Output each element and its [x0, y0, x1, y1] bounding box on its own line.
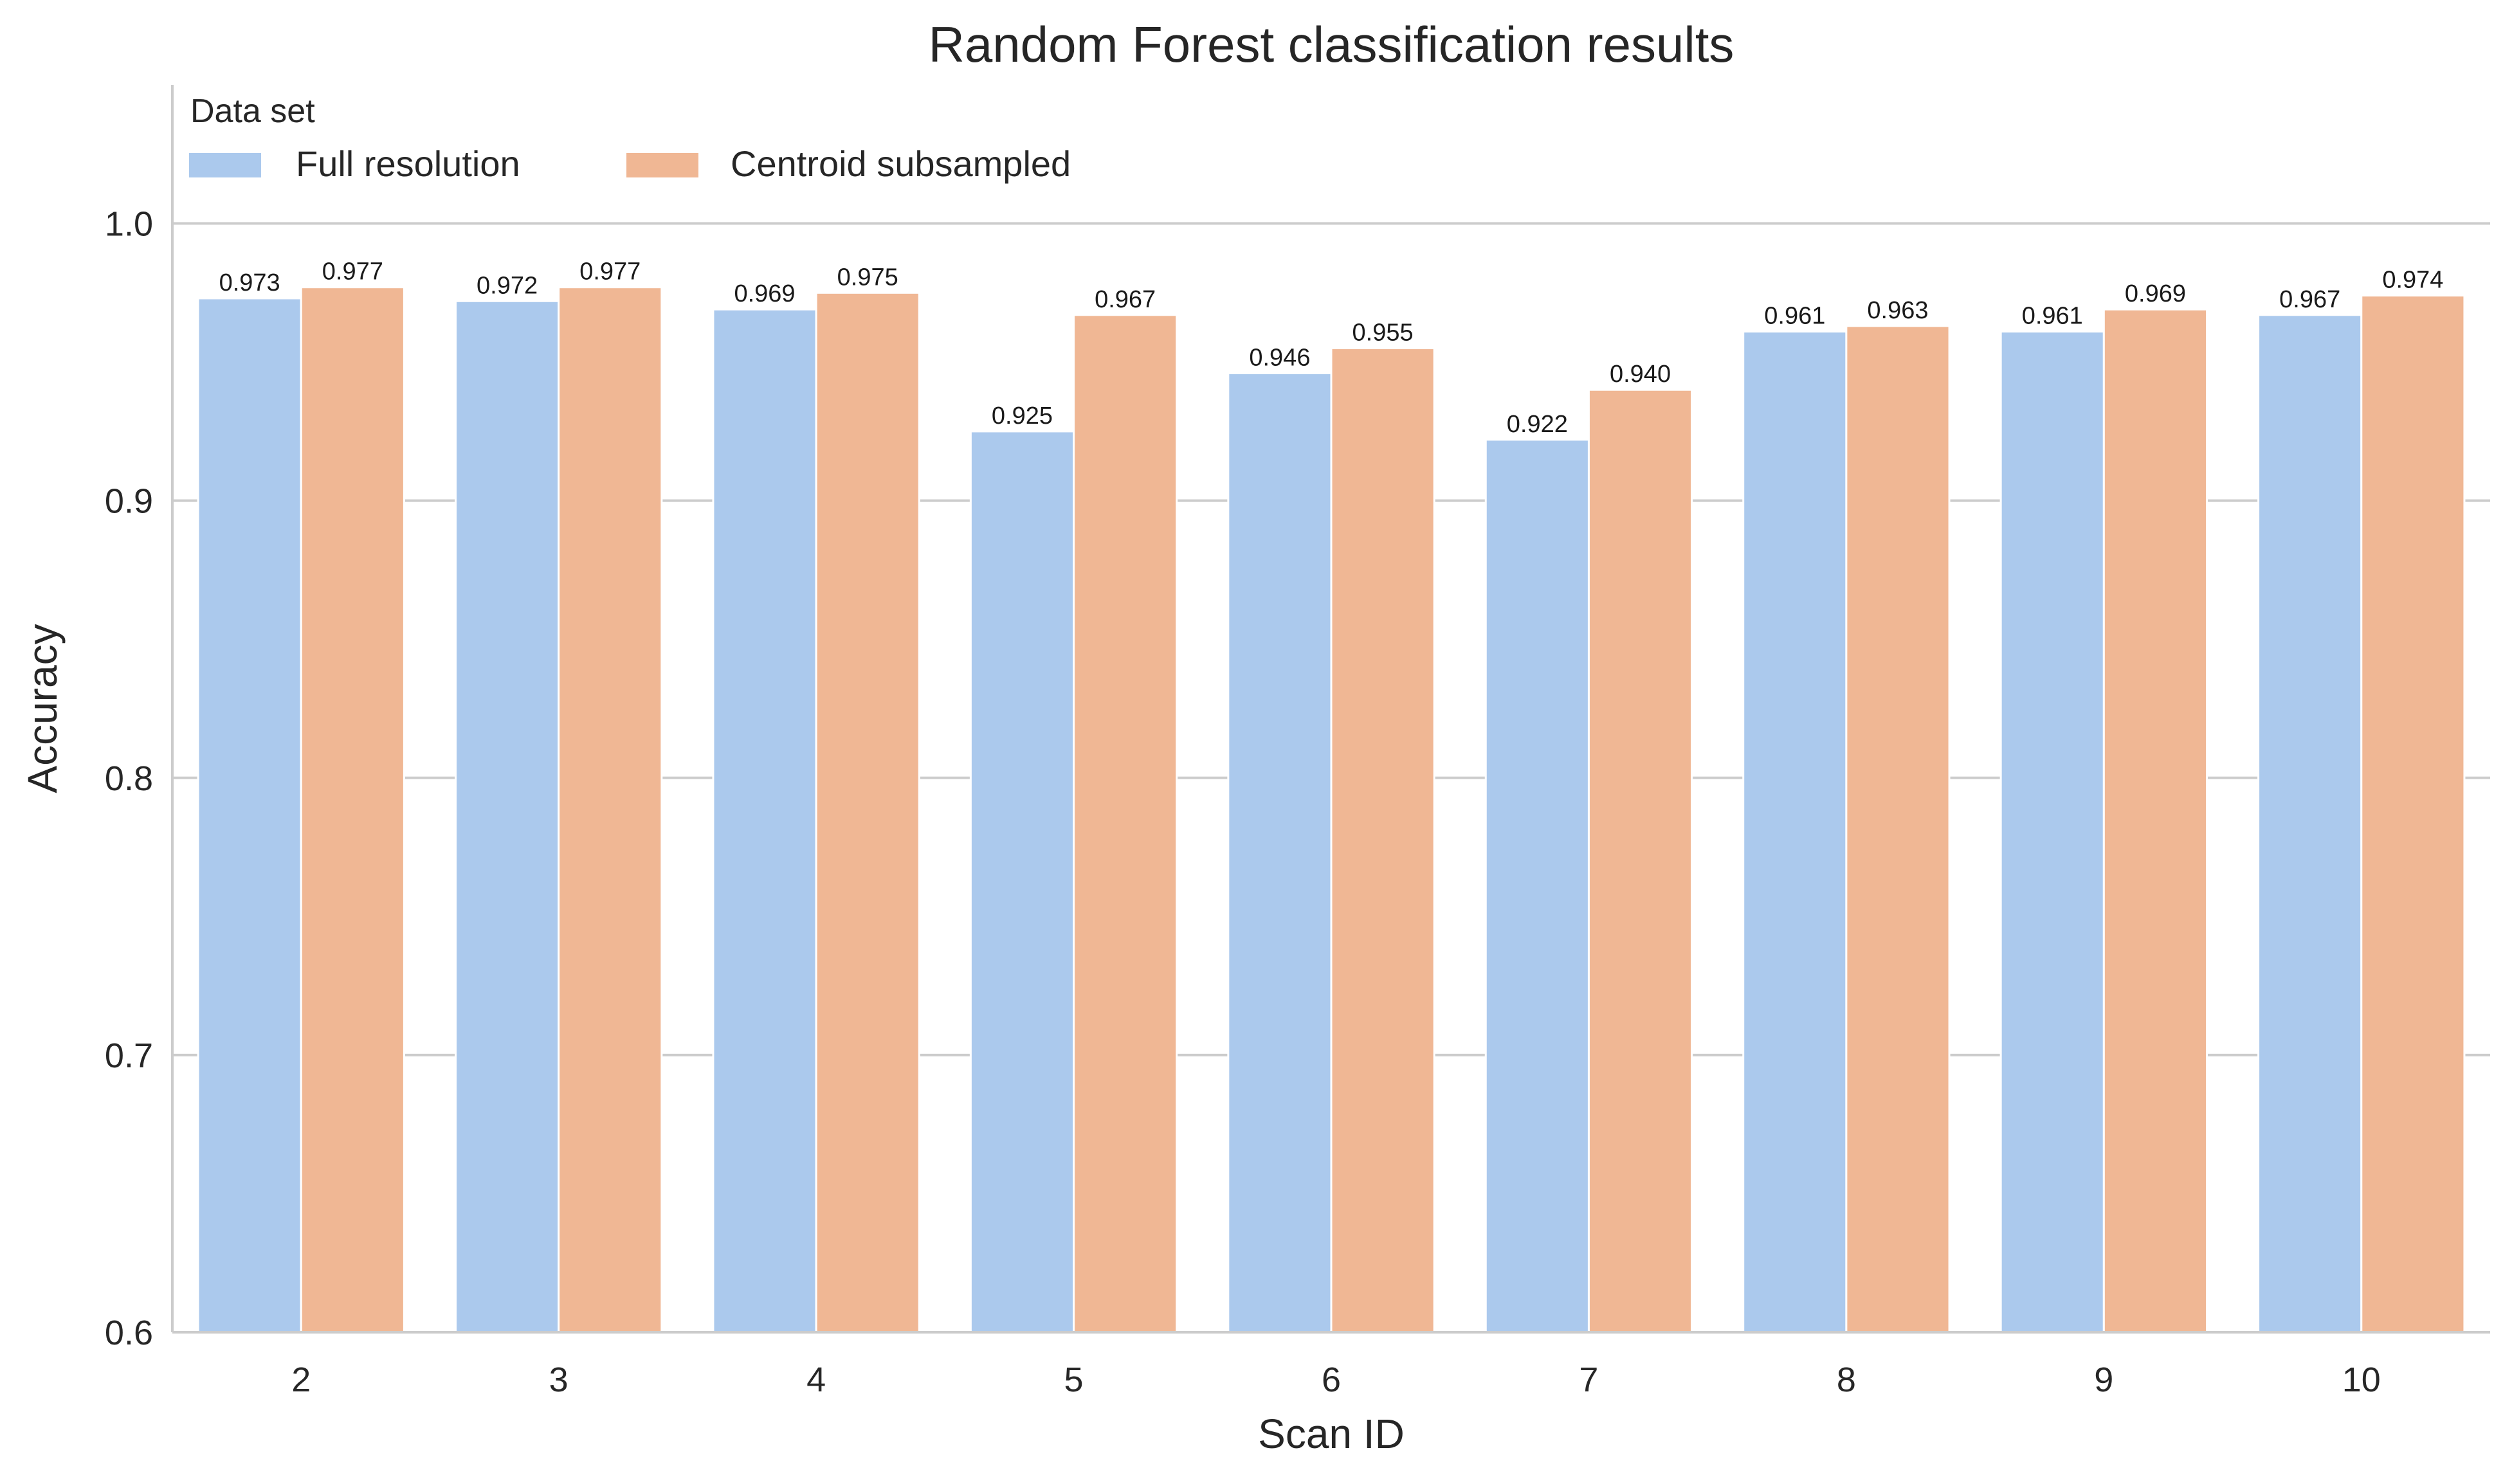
bar-value-label: 0.974	[2382, 267, 2443, 294]
y-axis-label: Accuracy	[19, 624, 66, 793]
x-tick-label: 6	[1322, 1361, 1341, 1399]
bar	[1999, 330, 2105, 1334]
bar-value-label: 0.967	[2279, 286, 2340, 313]
bar	[2257, 314, 2363, 1334]
axes	[171, 85, 2490, 1334]
bar	[1742, 330, 1848, 1334]
x-axis-label: Scan ID	[1258, 1411, 1405, 1457]
bar	[815, 291, 920, 1334]
bar-value-label: 0.977	[579, 258, 641, 285]
bar-value-label: 0.961	[2022, 303, 2083, 330]
legend-label-centroid-subsampled: Centroid subsampled	[731, 143, 1071, 184]
bar	[1484, 439, 1590, 1334]
bars	[197, 286, 2466, 1334]
x-tick-label: 4	[806, 1361, 826, 1399]
legend-label-full-resolution: Full resolution	[296, 143, 520, 184]
bar-value-label: 0.961	[1764, 303, 1825, 330]
legend-swatch-centroid-subsampled	[626, 153, 698, 177]
y-tick-label: 0.8	[105, 759, 153, 798]
bar-value-labels: 0.973 0.977 0.972 0.977 0.969 0.975 0.925 0.967…	[219, 258, 2444, 438]
bar-value-label: 0.977	[322, 258, 383, 285]
y-tick-label: 0.6	[105, 1314, 153, 1352]
bar	[1073, 314, 1178, 1334]
bar	[558, 286, 663, 1334]
x-tick-label: 8	[1837, 1361, 1856, 1399]
bar-value-label: 0.925	[992, 403, 1053, 430]
bar	[2102, 308, 2208, 1334]
x-tick-labels: 2 3 4 5 6 7 8 9 10	[291, 1361, 2381, 1399]
bar	[300, 286, 405, 1334]
bar-value-label: 0.946	[1249, 344, 1310, 371]
bar	[2360, 294, 2466, 1334]
y-tick-label: 0.9	[105, 482, 153, 521]
bar	[197, 297, 302, 1334]
bar	[1330, 347, 1435, 1334]
y-tick-label: 1.0	[105, 205, 153, 244]
bar-value-label: 0.973	[219, 269, 280, 296]
legend-title: Data set	[190, 93, 315, 130]
legend: Data set Full resolution Centroid subsam…	[189, 93, 1071, 184]
chart-title: Random Forest classification results	[929, 16, 1734, 73]
bar	[454, 300, 560, 1334]
y-tick-label: 0.7	[105, 1036, 153, 1075]
bar-value-label: 0.922	[1507, 411, 1568, 438]
x-tick-label: 9	[2094, 1361, 2113, 1399]
bar-value-label: 0.972	[477, 272, 538, 299]
x-tick-label: 2	[291, 1361, 311, 1399]
bar-value-label: 0.963	[1867, 297, 1928, 324]
bar	[1587, 388, 1693, 1334]
x-tick-label: 3	[549, 1361, 569, 1399]
bar-value-label: 0.955	[1352, 320, 1414, 347]
x-tick-label: 10	[2342, 1361, 2381, 1399]
bar	[1227, 372, 1333, 1334]
x-tick-label: 7	[1579, 1361, 1598, 1399]
bar-value-label: 0.975	[837, 264, 898, 291]
bar	[1845, 325, 1951, 1334]
x-tick-label: 5	[1064, 1361, 1084, 1399]
bar-value-label: 0.969	[734, 280, 795, 307]
bar	[969, 430, 1075, 1334]
legend-swatch-full-resolution	[189, 153, 261, 177]
y-tick-labels: 0.6 0.7 0.8 0.9 1.0	[105, 205, 153, 1352]
bar-value-label: 0.940	[1610, 361, 1671, 388]
bar-value-label: 0.967	[1095, 286, 1156, 313]
bar	[712, 308, 817, 1334]
bar-value-label: 0.969	[2125, 280, 2186, 307]
